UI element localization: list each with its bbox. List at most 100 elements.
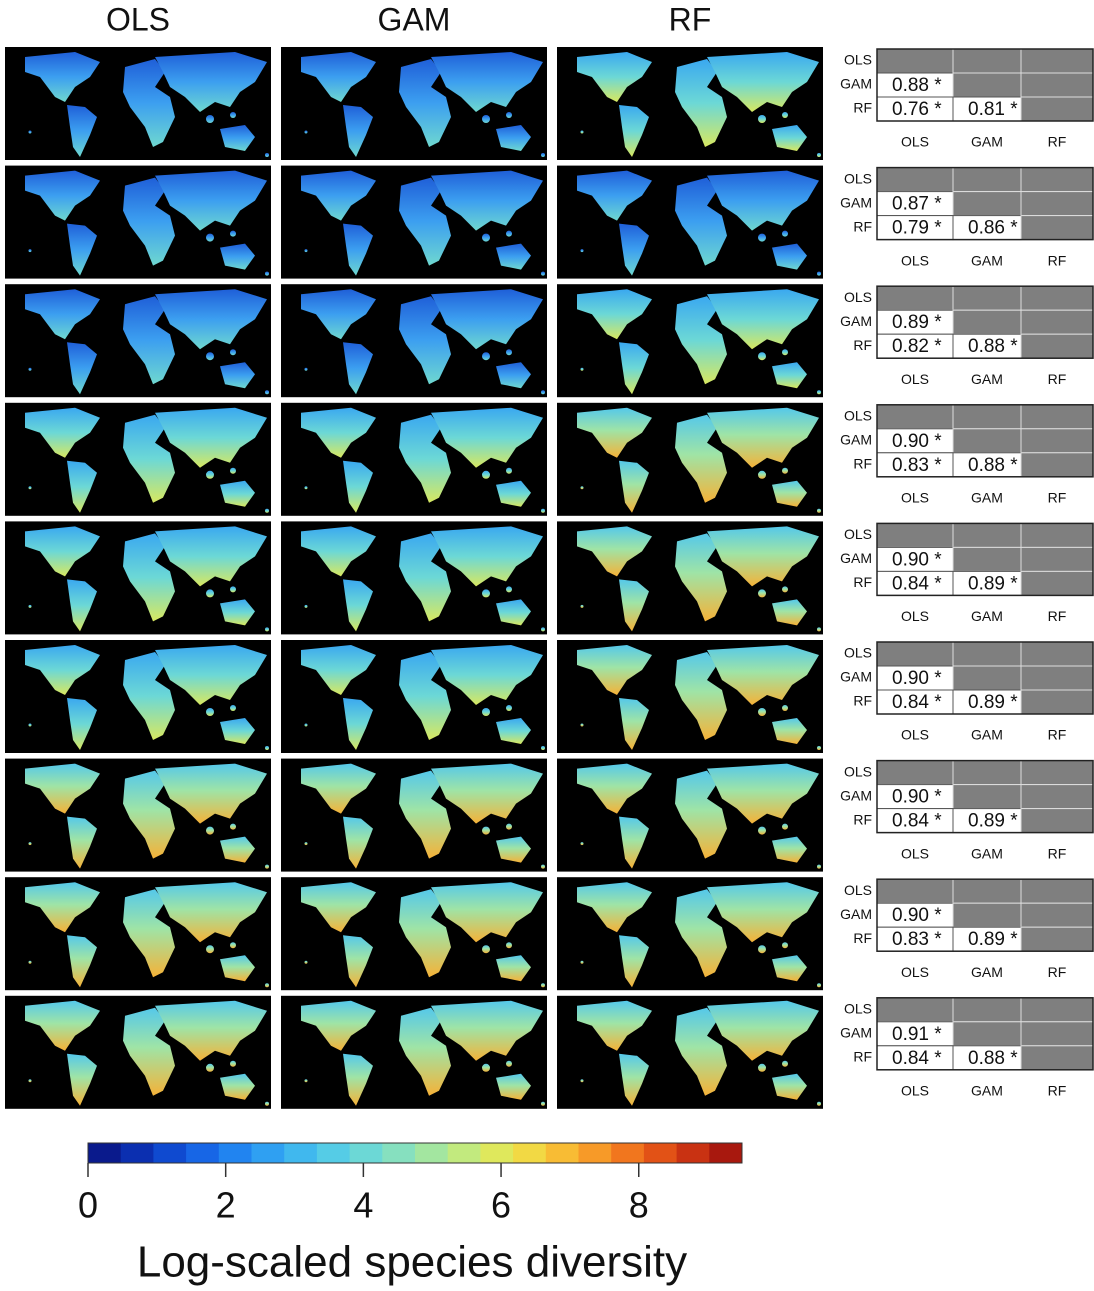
table-cell — [877, 642, 953, 666]
table-cell — [953, 998, 1021, 1022]
page: {"column_headers": ["OLS", "GAM", "RF"],… — [0, 0, 1094, 1291]
table-cell — [1021, 642, 1093, 666]
correlation-value: 0.90 * — [892, 905, 942, 926]
table-cell — [1021, 1022, 1093, 1046]
colorbar-tick-label: 2 — [216, 1185, 236, 1226]
table-cell — [953, 642, 1021, 666]
table-cell — [953, 49, 1021, 73]
table-cell — [953, 1022, 1021, 1046]
correlation-value: 0.88 * — [968, 336, 1018, 357]
correlation-value: 0.88 * — [968, 1048, 1018, 1069]
table-row-label: GAM — [840, 1025, 872, 1041]
correlation-value: 0.88 * — [892, 75, 942, 96]
table-column-label: RF — [1048, 134, 1067, 150]
table-cell — [1021, 453, 1093, 477]
correlation-value: 0.84 * — [892, 811, 942, 832]
table-cell — [1021, 1046, 1093, 1070]
correlation-value: 0.83 * — [892, 929, 942, 950]
table-cell — [1021, 571, 1093, 595]
colorbar-segment — [513, 1143, 546, 1163]
colorbar-segment — [284, 1143, 317, 1163]
table-column-label: RF — [1048, 845, 1067, 861]
table-cell — [1021, 97, 1093, 121]
correlation-value: 0.87 * — [892, 194, 942, 215]
table-row-label: GAM — [840, 432, 872, 448]
colorbar-tick-label: 8 — [629, 1185, 649, 1226]
figure: OLS GAM RF OLS GAM 0.88 * RF 0.76 * 0.81 * OLS GAM… — [0, 0, 1094, 1291]
colorbar-segment — [546, 1143, 579, 1163]
correlation-value: 0.81 * — [968, 99, 1018, 120]
table-column-label: OLS — [901, 490, 929, 506]
colorbar-segment — [579, 1143, 612, 1163]
table-cell — [1021, 334, 1093, 358]
table-row-label: RF — [853, 337, 872, 353]
table-row-label: RF — [853, 218, 872, 234]
table-cell — [877, 405, 953, 429]
table-cell — [953, 761, 1021, 785]
table-cell — [953, 310, 1021, 334]
table-row-label: RF — [853, 811, 872, 827]
correlation-value: 0.82 * — [892, 336, 942, 357]
table-column-label: GAM — [971, 252, 1003, 268]
table-column-label: GAM — [971, 490, 1003, 506]
table-cell — [1021, 192, 1093, 216]
colorbar-segment — [121, 1143, 154, 1163]
colorbar-segment — [186, 1143, 219, 1163]
correlation-value: 0.86 * — [968, 218, 1018, 239]
table-row-label: OLS — [844, 645, 872, 661]
table-cell — [1021, 547, 1093, 571]
table-row-label: RF — [853, 693, 872, 709]
correlation-value: 0.89 * — [892, 312, 942, 333]
colorbar-segment — [382, 1143, 415, 1163]
table-column-label: GAM — [971, 371, 1003, 387]
colorbar-tick-label: 0 — [78, 1185, 98, 1226]
table-cell — [1021, 785, 1093, 809]
table-column-label: RF — [1048, 727, 1067, 743]
table-column-label: RF — [1048, 608, 1067, 624]
table-column-label: OLS — [901, 371, 929, 387]
table-row-label: RF — [853, 574, 872, 590]
table-cell — [953, 903, 1021, 927]
table-cell — [877, 49, 953, 73]
table-cell — [1021, 903, 1093, 927]
table-cell — [953, 405, 1021, 429]
table-column-label: GAM — [971, 964, 1003, 980]
table-cell — [1021, 666, 1093, 690]
colorbar-segment — [350, 1143, 383, 1163]
table-row-label: GAM — [840, 76, 872, 92]
colorbar-segment — [480, 1143, 513, 1163]
table-column-label: RF — [1048, 252, 1067, 268]
table-cell — [1021, 405, 1093, 429]
table-cell — [1021, 73, 1093, 97]
table-cell — [953, 523, 1021, 547]
table-column-label: RF — [1048, 490, 1067, 506]
table-cell — [877, 286, 953, 310]
table-cell — [1021, 809, 1093, 833]
column-header: GAM — [378, 1, 451, 37]
table-cell — [953, 785, 1021, 809]
table-cell — [953, 192, 1021, 216]
table-cell — [1021, 927, 1093, 951]
table-cell — [1021, 690, 1093, 714]
table-cell — [953, 168, 1021, 192]
correlation-value: 0.84 * — [892, 573, 942, 594]
correlation-value: 0.76 * — [892, 99, 942, 120]
table-cell — [1021, 879, 1093, 903]
correlation-value: 0.84 * — [892, 692, 942, 713]
correlation-value: 0.90 * — [892, 549, 942, 570]
table-column-label: OLS — [901, 845, 929, 861]
table-row-label: OLS — [844, 882, 872, 898]
table-column-label: OLS — [901, 1083, 929, 1099]
table-cell — [953, 547, 1021, 571]
colorbar-tick-label: 6 — [491, 1185, 511, 1226]
colorbar-segment — [153, 1143, 186, 1163]
table-column-label: RF — [1048, 1083, 1067, 1099]
table-row-label: GAM — [840, 906, 872, 922]
correlation-value: 0.89 * — [968, 573, 1018, 594]
table-column-label: GAM — [971, 1083, 1003, 1099]
table-cell — [1021, 998, 1093, 1022]
table-column-label: RF — [1048, 371, 1067, 387]
colorbar-segment — [415, 1143, 448, 1163]
colorbar-segment — [252, 1143, 285, 1163]
correlation-value: 0.89 * — [968, 929, 1018, 950]
